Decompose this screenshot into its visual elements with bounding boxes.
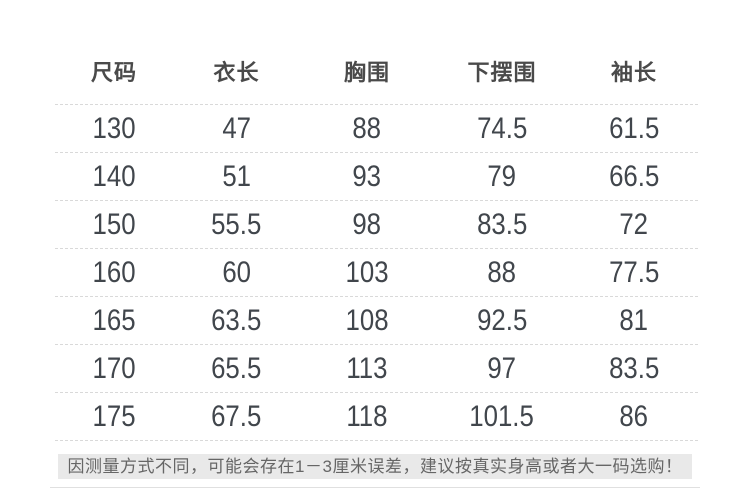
table-row: 175 67.5 118 101.5 86: [55, 393, 698, 441]
cell-value: 81: [619, 303, 649, 337]
cell-value: 67.5: [211, 399, 262, 433]
cell-value: 118: [346, 399, 388, 433]
cell-value: 61.5: [608, 111, 660, 145]
cell-value: 83.5: [608, 351, 660, 385]
table-cell: 61.5: [570, 111, 698, 145]
cell-value: 97: [487, 351, 517, 385]
column-header-hem: 下摆围: [467, 60, 537, 85]
cell-value: 66.5: [608, 159, 660, 193]
cell-value: 175: [92, 399, 136, 433]
cell-value: 60: [222, 255, 251, 289]
table-cell: 63.5: [173, 303, 300, 337]
table-cell: 140: [55, 159, 173, 193]
table-cell: 79: [434, 159, 570, 193]
cell-value: 88: [487, 255, 517, 289]
cell-value: 130: [92, 111, 136, 145]
cell-value: 165: [92, 303, 136, 337]
cell-value: 86: [619, 399, 649, 433]
table-cell: 92.5: [434, 303, 570, 337]
table-cell: 170: [55, 351, 173, 385]
cell-value: 83.5: [476, 207, 528, 241]
cell-value: 103: [345, 255, 389, 289]
table-cell: 97: [434, 351, 570, 385]
table-cell: 55.5: [173, 207, 300, 241]
cell-value: 63.5: [211, 303, 262, 337]
cell-value: 55.5: [211, 207, 262, 241]
cell-value: 72: [619, 207, 649, 241]
table-cell: 60: [173, 255, 300, 289]
cell-value: 51: [222, 159, 251, 193]
table-cell: 67.5: [173, 399, 300, 433]
table-cell: 150: [55, 207, 173, 241]
table-row: 150 55.5 98 83.5 72: [55, 201, 698, 249]
table-cell: 98: [300, 207, 434, 241]
table-cell: 77.5: [570, 255, 698, 289]
table-cell: 103: [300, 255, 434, 289]
table-cell: 160: [55, 255, 173, 289]
column-header-sleeve: 袖长: [610, 60, 657, 85]
table-cell: 66.5: [570, 159, 698, 193]
table-row: 130 47 88 74.5 61.5: [55, 105, 698, 153]
table-cell: 65.5: [173, 351, 300, 385]
cell-value: 88: [352, 111, 382, 145]
cell-value: 101.5: [469, 399, 535, 433]
cell-value: 140: [92, 159, 136, 193]
cell-value: 93: [352, 159, 382, 193]
cell-value: 74.5: [476, 111, 528, 145]
table-cell: 74.5: [434, 111, 570, 145]
table-cell: 101.5: [434, 399, 570, 433]
cell-value: 113: [346, 351, 388, 385]
cell-value: 77.5: [608, 255, 660, 289]
size-table: 尺码 衣长 胸围 下摆围 袖长 130 47 88 74.5 61.5 140 …: [55, 0, 698, 441]
table-header-row: 尺码 衣长 胸围 下摆围 袖长: [55, 0, 698, 105]
table-row: 170 65.5 113 97 83.5: [55, 345, 698, 393]
table-cell: 93: [300, 159, 434, 193]
measurement-note-text: 因测量方式不同，可能会存在1－3厘米误差，建议按真实身高或者大一码选购！: [67, 457, 683, 476]
table-cell: 113: [300, 351, 434, 385]
cell-value: 98: [352, 207, 382, 241]
measurement-note-bar: 因测量方式不同，可能会存在1－3厘米误差，建议按真实身高或者大一码选购！: [58, 454, 692, 479]
table-row: 160 60 103 88 77.5: [55, 249, 698, 297]
cell-value: 160: [92, 255, 136, 289]
table-cell: 88: [434, 255, 570, 289]
cell-value: 92.5: [476, 303, 528, 337]
table-cell: 86: [570, 399, 698, 433]
cell-value: 150: [92, 207, 136, 241]
cell-value: 108: [345, 303, 389, 337]
column-header-length: 衣长: [213, 60, 260, 85]
table-cell: 81: [570, 303, 698, 337]
table-cell: 88: [300, 111, 434, 145]
table-cell: 83.5: [434, 207, 570, 241]
cell-value: 79: [487, 159, 517, 193]
column-header-chest: 胸围: [343, 60, 390, 85]
table-cell: 130: [55, 111, 173, 145]
cell-value: 47: [222, 111, 251, 145]
table-row: 140 51 93 79 66.5: [55, 153, 698, 201]
cell-value: 170: [92, 351, 136, 385]
table-cell: 165: [55, 303, 173, 337]
table-cell: 72: [570, 207, 698, 241]
table-cell: 118: [300, 399, 434, 433]
table-row: 165 63.5 108 92.5 81: [55, 297, 698, 345]
table-cell: 108: [300, 303, 434, 337]
table-cell: 175: [55, 399, 173, 433]
bottom-divider: [50, 487, 700, 488]
table-cell: 47: [173, 111, 300, 145]
cell-value: 65.5: [211, 351, 262, 385]
table-cell: 83.5: [570, 351, 698, 385]
table-cell: 51: [173, 159, 300, 193]
column-header-size: 尺码: [90, 60, 137, 85]
